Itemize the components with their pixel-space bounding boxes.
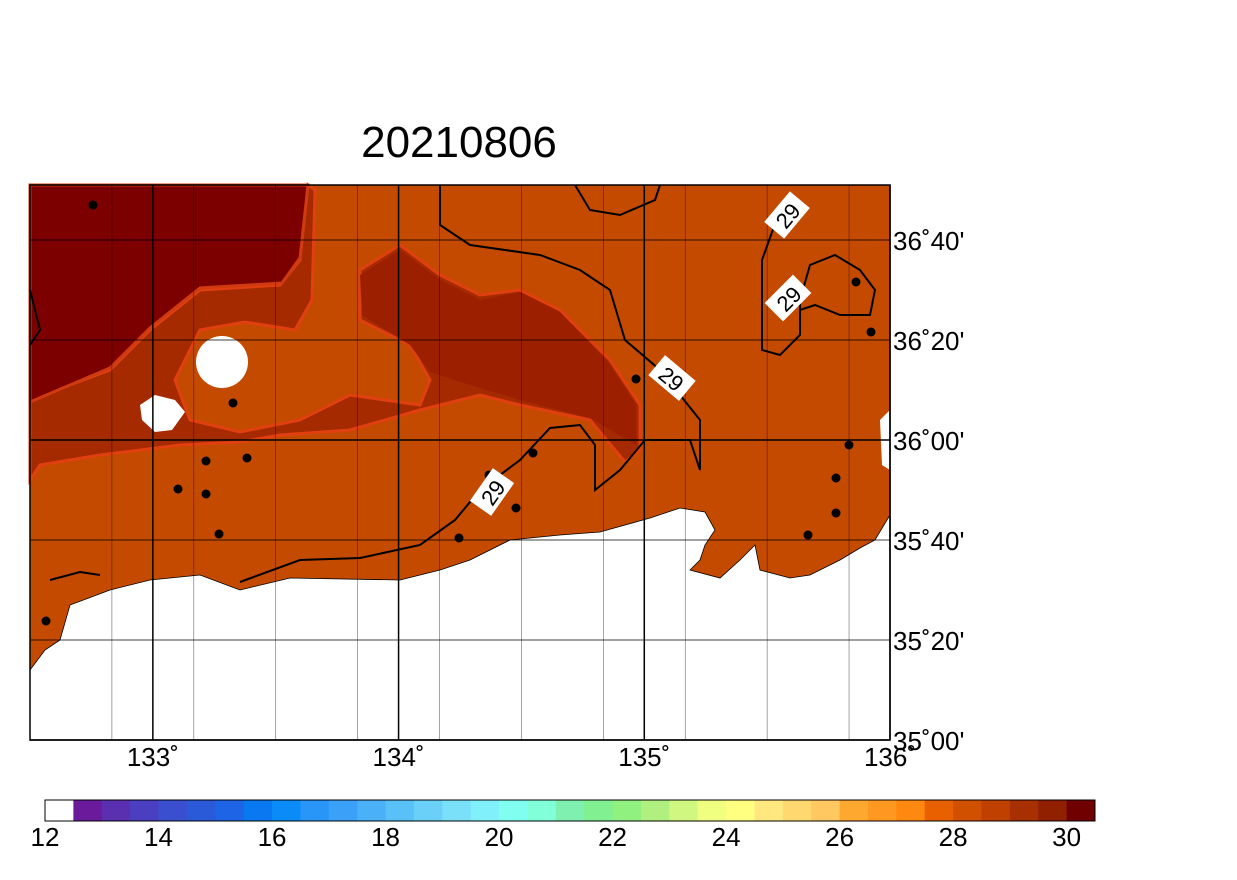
colorbar-label: 28	[939, 822, 968, 852]
label-box	[469, 468, 515, 516]
y-tick-label: 35˚20'	[893, 626, 964, 656]
colorbar-box	[754, 800, 784, 821]
colorbar-box	[782, 800, 812, 821]
frame	[29, 184, 891, 741]
colorbar-box	[669, 800, 699, 821]
land	[29, 507, 891, 741]
colorbar-frame	[44, 799, 1096, 822]
colorbar-box	[555, 800, 585, 821]
colorbar-box	[867, 800, 897, 821]
colorbar-box	[811, 800, 841, 821]
colorbar-box	[499, 800, 528, 821]
colorbar-box	[924, 800, 954, 821]
hot-region	[28, 183, 310, 405]
colorbar-box	[158, 800, 188, 821]
colorbar-box	[272, 800, 301, 821]
y-tick-label: 36˚20'	[893, 326, 964, 356]
colorbar-box	[953, 800, 982, 821]
y-tick-label: 35˚40'	[893, 526, 964, 556]
colorbar-box	[101, 800, 131, 821]
island	[140, 395, 185, 432]
y-tick-label: 36˚40'	[893, 226, 964, 256]
title: 20210806	[361, 118, 557, 167]
colorbar-label: 24	[712, 822, 741, 852]
colorbar-label: 12	[31, 822, 60, 852]
colorbar-box	[45, 800, 74, 821]
x-tick-label: 133˚	[127, 742, 179, 772]
island	[196, 336, 248, 388]
colorbar-label: 16	[258, 822, 287, 852]
colorbar-box	[697, 800, 727, 821]
colorbar-box	[527, 800, 557, 821]
colorbar-box	[413, 800, 443, 821]
colorbar-box	[1038, 800, 1068, 821]
colorbar-box	[640, 800, 670, 821]
colorbar-label: 18	[371, 822, 400, 852]
colorbar-box	[981, 800, 1011, 821]
colorbar-box	[470, 800, 500, 821]
colorbar: 12 14 16 18 20 22 24 26 28 30	[31, 799, 1096, 852]
colorbar-box	[442, 800, 472, 821]
y-tick-label: 35˚00'	[893, 726, 964, 756]
colorbar-box	[839, 800, 869, 821]
colorbar-box	[1009, 800, 1039, 821]
x-tick-label: 136˚	[864, 742, 916, 772]
warm-core	[360, 250, 636, 445]
colorbar-box	[186, 800, 216, 821]
y-tick-label: 36˚00'	[893, 426, 964, 456]
colorbar-label: 30	[1052, 822, 1081, 852]
colorbar-box	[612, 800, 642, 821]
colorbar-box	[1066, 800, 1096, 821]
colorbar-box	[726, 800, 755, 821]
x-tick-label: 134˚	[373, 742, 425, 772]
colorbar-label: 14	[144, 822, 173, 852]
colorbar-box	[896, 800, 926, 821]
colorbar-box	[300, 800, 330, 821]
colorbar-box	[357, 800, 387, 821]
colorbar-label: 26	[825, 822, 854, 852]
colorbar-box	[130, 800, 160, 821]
colorbar-box	[385, 800, 415, 821]
colorbar-box	[328, 800, 358, 821]
colorbar-box	[584, 800, 614, 821]
label-box	[764, 274, 812, 322]
colorbar-label: 20	[485, 822, 514, 852]
colorbar-box	[243, 800, 273, 821]
label-box	[764, 191, 810, 239]
x-tick-label: 135˚	[618, 742, 670, 772]
colorbar-box	[215, 800, 245, 821]
colorbar-label: 22	[598, 822, 627, 852]
colorbar-box	[73, 800, 103, 821]
label-box	[648, 355, 696, 401]
